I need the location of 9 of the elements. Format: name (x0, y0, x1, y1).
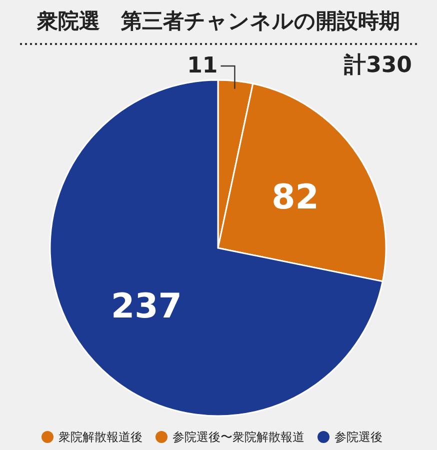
text: 計330 (343, 53, 412, 78)
legend-label: 参院選後〜衆院解散報道 (172, 430, 304, 444)
data-label: 82 (272, 177, 319, 218)
legend-label: 衆院解散報道後 (58, 430, 142, 444)
legend-label: 参院選後 (334, 430, 382, 444)
chart-title: 衆院選 第三者チャンネルの開設時期 (36, 9, 400, 33)
data-label: 11 (187, 54, 218, 78)
data-label: 237 (110, 286, 182, 326)
pie-slice (49, 79, 384, 417)
